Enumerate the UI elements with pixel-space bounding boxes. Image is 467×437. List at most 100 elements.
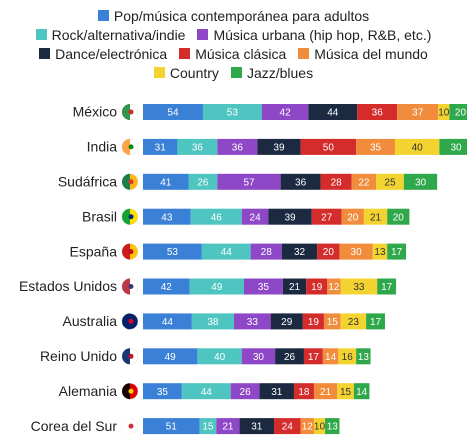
value-label: 14 <box>356 387 368 398</box>
value-label: 26 <box>197 177 209 188</box>
bar-segment <box>197 348 242 365</box>
value-label: 44 <box>201 387 213 398</box>
legend-item: Música urbana (hip hop, R&B, etc.) <box>197 27 431 43</box>
value-label: 36 <box>295 177 307 188</box>
bar-segment <box>143 418 200 435</box>
value-label: 42 <box>161 282 173 293</box>
value-label: 21 <box>289 282 301 293</box>
flag-dot <box>128 353 134 359</box>
legend-swatch <box>97 10 109 21</box>
legend: Pop/música contemporánea para adultos Roc… <box>0 6 467 82</box>
bar-segment <box>387 243 407 260</box>
bar-segment <box>275 348 304 365</box>
bar-segment <box>303 348 323 365</box>
value-label: 54 <box>167 108 179 119</box>
bar-segment <box>143 104 203 120</box>
bar-segment <box>377 278 397 295</box>
bar-segment <box>351 173 377 190</box>
value-label: 44 <box>221 247 233 258</box>
value-label: 38 <box>207 317 219 328</box>
value-label: 23 <box>348 317 360 328</box>
value-label: 13 <box>327 422 339 433</box>
bar-segment <box>340 278 378 295</box>
bar-segment <box>320 173 352 190</box>
bar-segment <box>363 208 388 225</box>
category-label: México <box>73 104 118 120</box>
bar-segment <box>338 348 357 365</box>
value-label: 31 <box>271 387 283 398</box>
bar-segment <box>313 383 338 400</box>
value-label: 39 <box>285 212 297 223</box>
flag-part <box>122 383 130 400</box>
legend-label: Música clásica <box>195 45 287 62</box>
bar-segment <box>357 104 398 120</box>
legend-label: Country <box>169 64 219 81</box>
bar-segment <box>261 104 309 120</box>
flag <box>121 173 139 191</box>
flag-part <box>122 208 130 225</box>
flag <box>121 278 139 295</box>
legend-item: Música del mundo <box>298 46 428 62</box>
bar-segment <box>217 173 281 190</box>
value-label: 10 <box>314 422 326 433</box>
bar-segment <box>397 104 439 120</box>
category-label: Brasil <box>82 208 117 224</box>
bar-segment <box>325 418 340 435</box>
value-label: 10 <box>438 108 450 119</box>
value-label: 41 <box>160 177 172 188</box>
value-label: 26 <box>240 387 252 398</box>
flag-part <box>122 418 130 435</box>
bar-segment <box>293 383 314 400</box>
value-label: 24 <box>250 212 262 223</box>
bar-segment <box>280 173 321 190</box>
bar-segment <box>376 173 404 190</box>
legend-label: Pop/música contemporánea para adultos <box>113 7 370 24</box>
flag-part <box>122 138 130 155</box>
bar-segment <box>308 104 358 120</box>
value-label: 53 <box>167 247 179 258</box>
bar-segment <box>241 348 276 365</box>
bar-segment <box>311 208 342 225</box>
bar-segment <box>188 173 218 190</box>
value-label: 43 <box>161 212 173 223</box>
flag <box>121 103 139 121</box>
flag <box>121 348 139 365</box>
bar-segment <box>143 208 191 225</box>
flag-dot <box>128 423 134 429</box>
value-label: 20 <box>455 108 467 119</box>
category-label: India <box>87 139 118 155</box>
value-label: 35 <box>258 282 270 293</box>
category-label: Sudáfrica <box>58 174 117 190</box>
bar-segment <box>356 348 371 365</box>
value-label: 40 <box>214 352 226 363</box>
value-label: 44 <box>327 108 339 119</box>
value-label: 14 <box>325 352 337 363</box>
value-label: 30 <box>351 247 363 258</box>
bar-segment <box>216 418 240 435</box>
value-label: 50 <box>323 143 335 154</box>
value-label: 53 <box>227 108 239 119</box>
value-label: 37 <box>412 108 424 119</box>
bar-segment <box>268 208 312 225</box>
legend-swatch <box>298 48 310 59</box>
bar-segment <box>394 138 440 155</box>
flag-dot <box>128 284 134 289</box>
value-label: 36 <box>372 108 384 119</box>
bar-segment <box>244 278 283 295</box>
flag <box>121 208 139 225</box>
value-label: 51 <box>166 422 178 433</box>
legend-item: Música clásica <box>179 46 286 62</box>
bar-segment <box>313 418 326 435</box>
bar-segment <box>259 383 294 400</box>
legend-label: Jazz/blues <box>246 64 314 81</box>
bar-segment <box>372 243 388 260</box>
value-label: 17 <box>381 282 393 293</box>
bar-segment <box>241 208 269 225</box>
flag-dot <box>128 214 134 220</box>
value-label: 20 <box>347 212 359 223</box>
value-label: 33 <box>353 282 365 293</box>
value-label: 15 <box>340 387 352 398</box>
value-label: 24 <box>282 422 294 433</box>
flag-dot <box>128 179 134 185</box>
